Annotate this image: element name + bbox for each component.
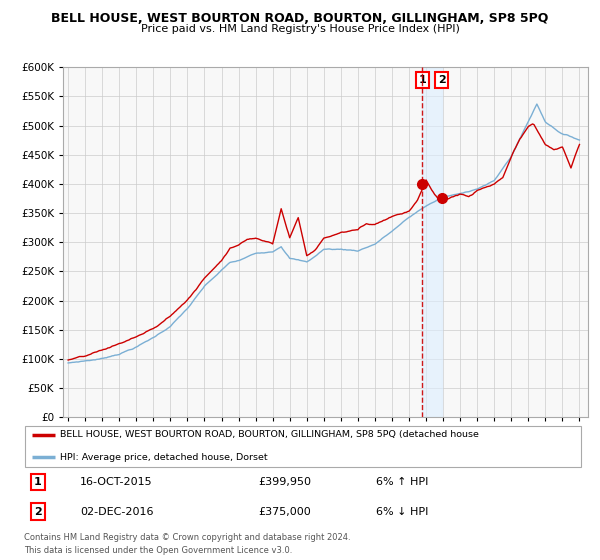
FancyBboxPatch shape [25,427,581,467]
Text: 2: 2 [438,75,446,85]
Text: 16-OCT-2015: 16-OCT-2015 [80,477,152,487]
Bar [422,67,442,417]
Text: 6% ↑ HPI: 6% ↑ HPI [376,477,428,487]
Text: Contains HM Land Registry data © Crown copyright and database right 2024.
This d: Contains HM Land Registry data © Crown c… [24,533,350,554]
Text: HPI: Average price, detached house, Dorset: HPI: Average price, detached house, Dors… [60,452,268,461]
Text: Price paid vs. HM Land Registry's House Price Index (HPI): Price paid vs. HM Land Registry's House … [140,24,460,34]
Text: BELL HOUSE, WEST BOURTON ROAD, BOURTON, GILLINGHAM, SP8 5PQ: BELL HOUSE, WEST BOURTON ROAD, BOURTON, … [52,12,548,25]
Text: 6% ↓ HPI: 6% ↓ HPI [376,507,428,516]
Text: 2: 2 [34,507,42,516]
Text: 1: 1 [34,477,42,487]
Text: 02-DEC-2016: 02-DEC-2016 [80,507,154,516]
Text: £399,950: £399,950 [259,477,311,487]
Text: 1: 1 [419,75,427,85]
Text: £375,000: £375,000 [259,507,311,516]
Text: BELL HOUSE, WEST BOURTON ROAD, BOURTON, GILLINGHAM, SP8 5PQ (detached house: BELL HOUSE, WEST BOURTON ROAD, BOURTON, … [60,430,479,440]
